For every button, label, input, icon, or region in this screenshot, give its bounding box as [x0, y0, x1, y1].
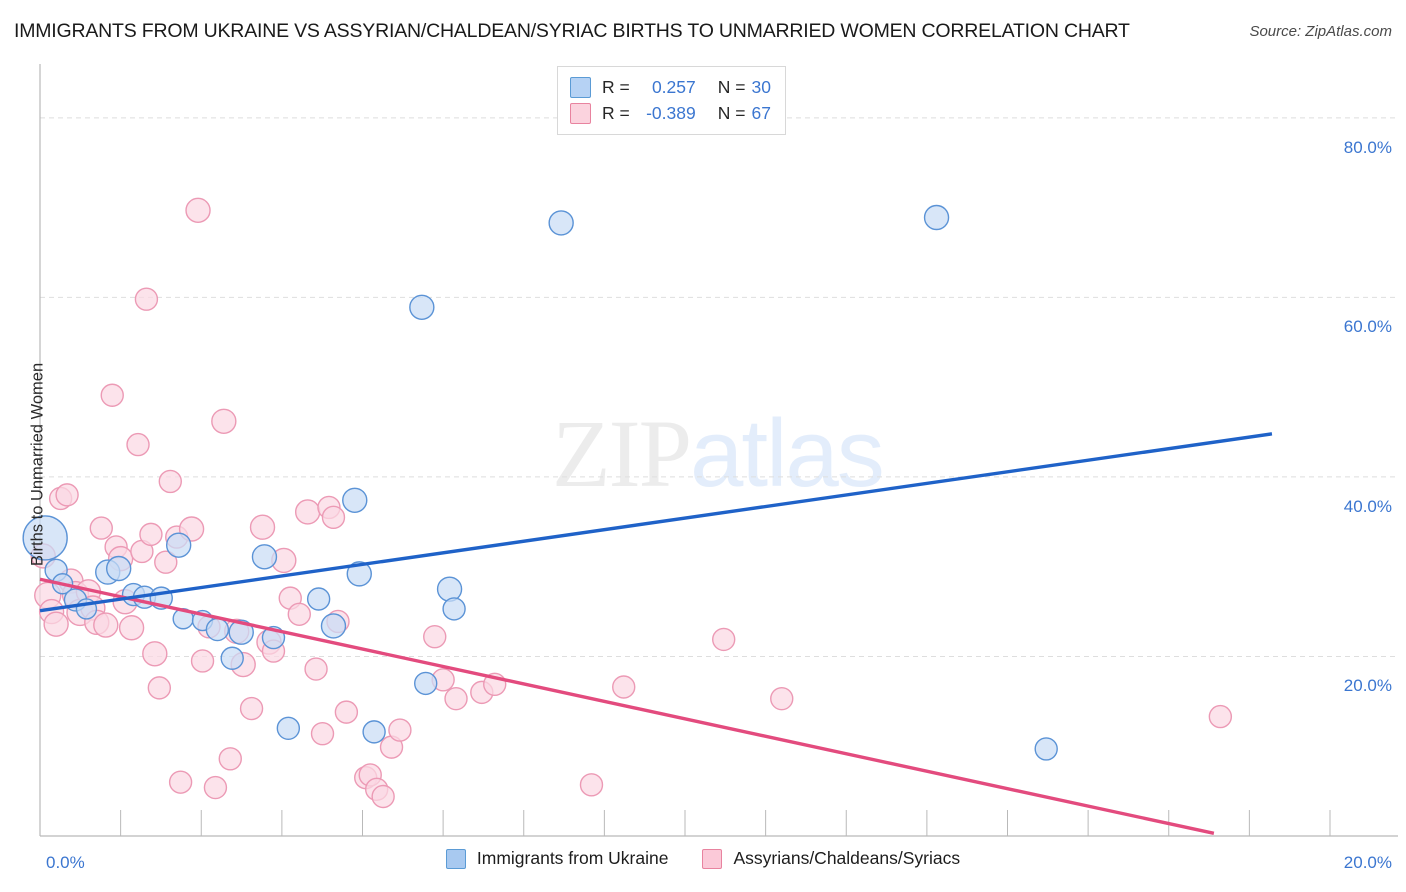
data-point — [294, 499, 321, 525]
data-point — [220, 646, 244, 670]
data-point — [1208, 704, 1233, 729]
x-axis-min-label: 0.0% — [46, 853, 85, 872]
series-points-assyrian — [30, 197, 1233, 809]
data-point — [362, 720, 386, 744]
data-point — [321, 505, 346, 530]
data-point — [154, 550, 178, 574]
data-point — [158, 469, 182, 494]
stat-r-label-blue: R = — [602, 76, 630, 97]
data-point — [218, 747, 242, 771]
data-point — [310, 721, 335, 746]
data-point — [55, 483, 79, 507]
stat-swatch-pink — [570, 102, 591, 124]
data-point — [185, 197, 211, 224]
source-label: Source: ZipAtlas.com — [1249, 23, 1392, 40]
legend-swatch-assyrian — [702, 848, 723, 869]
legend-item-assyrian[interactable]: Assyrians/Chaldeans/Syriacs — [702, 848, 960, 869]
data-point — [342, 487, 368, 513]
data-point — [147, 676, 172, 700]
data-point — [89, 516, 113, 540]
data-point — [548, 210, 574, 236]
data-point — [105, 555, 132, 582]
data-point — [579, 773, 604, 797]
data-point — [93, 612, 119, 638]
y-axis-tick-label: 60.0% — [1343, 317, 1392, 337]
data-point — [142, 641, 168, 667]
data-point — [168, 770, 193, 794]
legend-swatch-ukraine — [445, 848, 466, 869]
data-point — [126, 432, 150, 457]
data-point — [712, 627, 736, 652]
data-point — [165, 532, 192, 558]
data-point — [444, 686, 468, 711]
data-point — [442, 597, 466, 621]
data-point — [139, 522, 163, 547]
stat-n-value-blue: 30 — [751, 76, 771, 97]
data-point — [306, 587, 331, 611]
data-point — [118, 615, 145, 641]
data-point — [334, 700, 359, 724]
page-title: IMMIGRANTS FROM UKRAINE VS ASSYRIAN/CHAL… — [14, 20, 1130, 42]
data-point — [205, 617, 230, 642]
series-points-ukraine — [22, 204, 1058, 761]
data-point — [388, 718, 412, 742]
data-point — [239, 696, 264, 721]
data-point — [251, 544, 278, 570]
data-point — [371, 784, 395, 809]
legend-label-ukraine: Immigrants from Ukraine — [476, 848, 669, 868]
x-axis-max-label: 20.0% — [1343, 853, 1392, 872]
legend-label-assyrian: Assyrians/Chaldeans/Syriacs — [733, 848, 961, 868]
data-point — [1034, 737, 1058, 761]
data-point — [22, 515, 68, 561]
data-point — [211, 408, 237, 434]
correlation-stats-box: R = 0.257 N = 30 R = -0.389 N = 67 — [557, 66, 786, 135]
stat-swatch-blue — [570, 76, 591, 98]
data-point — [43, 611, 69, 637]
data-point — [414, 671, 438, 696]
stat-r-label-pink: R = — [602, 102, 630, 123]
data-point — [134, 287, 159, 311]
data-point — [409, 294, 435, 320]
stat-n-value-pink: 67 — [751, 102, 771, 123]
data-point — [436, 576, 463, 602]
stat-row-ukraine: R = 0.257 N = 30 — [570, 74, 771, 100]
data-point — [923, 204, 950, 231]
data-point — [249, 514, 276, 540]
data-point — [203, 775, 228, 800]
data-point — [346, 561, 372, 587]
stat-n-label-pink: N = — [717, 102, 746, 123]
data-point — [228, 619, 254, 645]
trendline-ukraine — [39, 432, 1273, 613]
data-point — [320, 613, 347, 639]
y-axis-tick-label: 80.0% — [1343, 137, 1392, 157]
stat-row-assyrian: R = -0.389 N = 67 — [570, 100, 771, 126]
trendline-assyrian — [39, 577, 1215, 835]
data-point — [423, 625, 447, 649]
y-axis-tick-label: 20.0% — [1343, 676, 1392, 696]
data-point — [287, 602, 311, 626]
legend-item-ukraine[interactable]: Immigrants from Ukraine — [445, 848, 669, 869]
stat-n-label-blue: N = — [717, 76, 746, 97]
y-axis-tick-label: 40.0% — [1343, 496, 1392, 516]
data-point — [190, 649, 215, 673]
data-point — [100, 383, 124, 407]
stat-r-value-pink: -0.389 — [646, 102, 696, 123]
data-point — [770, 686, 794, 711]
data-point — [276, 716, 301, 740]
stat-r-value-blue: 0.257 — [651, 76, 696, 97]
data-point — [612, 675, 636, 699]
data-point — [304, 657, 328, 681]
y-axis-title: Births to Unmarried Women — [28, 362, 47, 567]
series-legend: Immigrants from Ukraine Assyrians/Chalde… — [0, 848, 1406, 869]
